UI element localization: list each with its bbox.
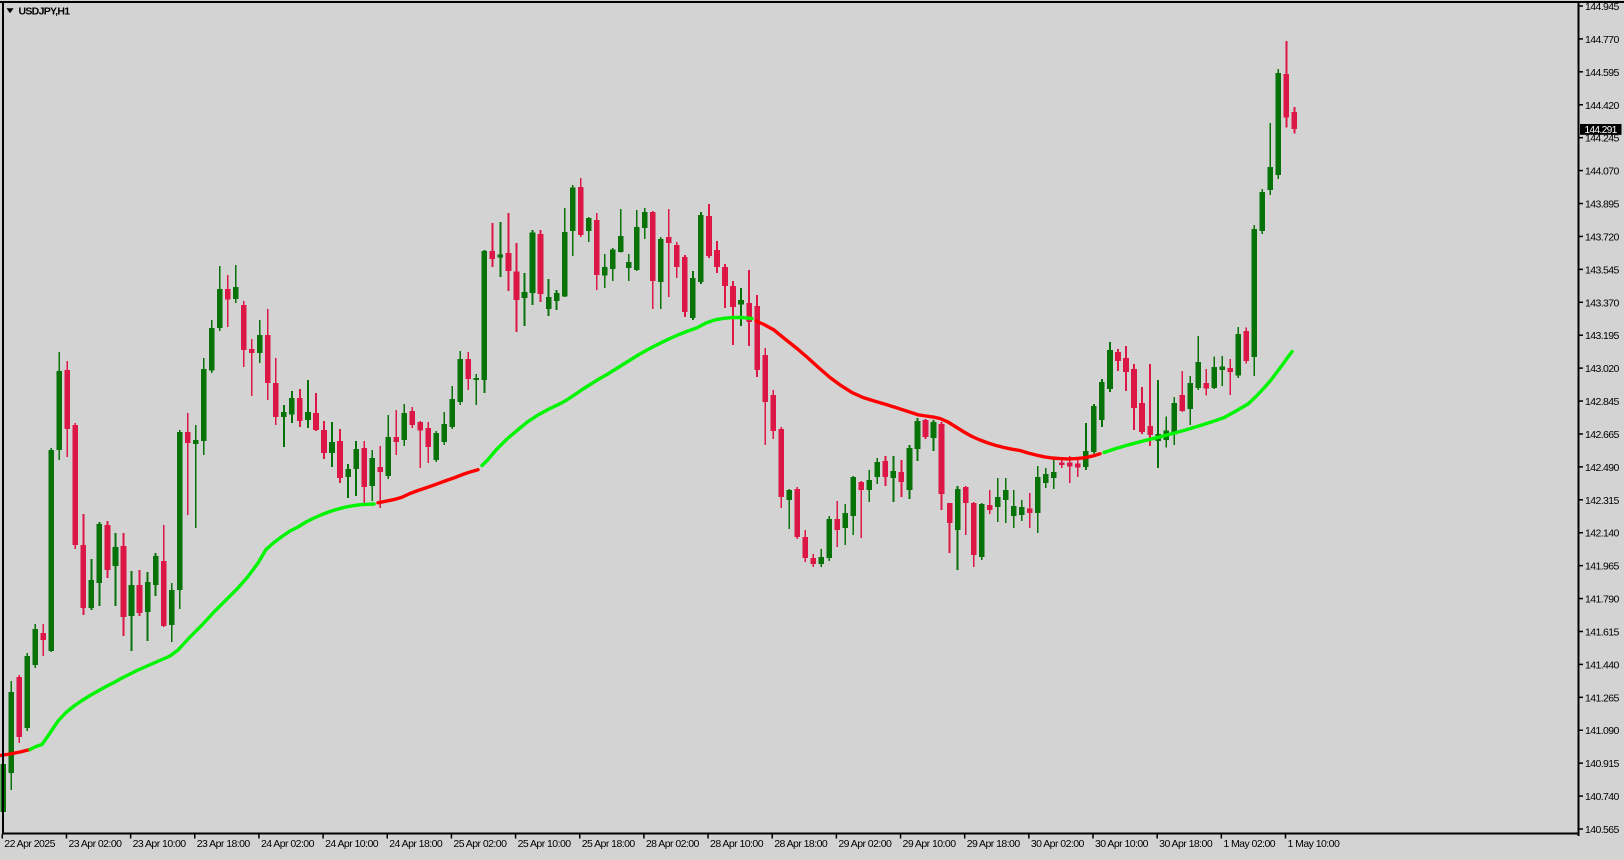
svg-text:144.595: 144.595 — [1585, 67, 1620, 79]
svg-text:143.545: 143.545 — [1585, 264, 1620, 276]
svg-text:143.020: 143.020 — [1585, 363, 1620, 375]
svg-text:144.291: 144.291 — [1585, 125, 1618, 136]
svg-text:29 Apr 10:00: 29 Apr 10:00 — [903, 838, 957, 850]
svg-text:25 Apr 10:00: 25 Apr 10:00 — [518, 838, 572, 850]
svg-text:142.665: 142.665 — [1585, 429, 1620, 441]
svg-text:143.370: 143.370 — [1585, 297, 1620, 309]
svg-text:25 Apr 02:00: 25 Apr 02:00 — [453, 838, 507, 850]
svg-text:140.915: 140.915 — [1585, 758, 1620, 770]
svg-text:144.420: 144.420 — [1585, 100, 1620, 112]
svg-text:24 Apr 10:00: 24 Apr 10:00 — [325, 838, 379, 850]
svg-text:24 Apr 18:00: 24 Apr 18:00 — [389, 838, 443, 850]
svg-text:30 Apr 02:00: 30 Apr 02:00 — [1031, 838, 1085, 850]
svg-text:144.245: 144.245 — [1585, 133, 1620, 145]
svg-text:28 Apr 18:00: 28 Apr 18:00 — [774, 838, 828, 850]
svg-text:141.090: 141.090 — [1585, 725, 1620, 737]
svg-text:141.965: 141.965 — [1585, 561, 1620, 573]
svg-text:141.615: 141.615 — [1585, 626, 1620, 638]
svg-text:23 Apr 18:00: 23 Apr 18:00 — [197, 838, 251, 850]
svg-text:1 May 02:00: 1 May 02:00 — [1223, 838, 1275, 850]
svg-text:28 Apr 02:00: 28 Apr 02:00 — [646, 838, 700, 850]
svg-text:28 Apr 10:00: 28 Apr 10:00 — [710, 838, 764, 850]
svg-text:142.845: 142.845 — [1585, 396, 1620, 408]
svg-text:142.315: 142.315 — [1585, 495, 1620, 507]
svg-text:141.440: 141.440 — [1585, 659, 1620, 671]
svg-text:142.140: 142.140 — [1585, 528, 1620, 540]
svg-text:USDJPY,H1: USDJPY,H1 — [19, 6, 71, 18]
svg-text:143.195: 143.195 — [1585, 330, 1620, 342]
svg-text:29 Apr 18:00: 29 Apr 18:00 — [967, 838, 1021, 850]
svg-text:141.790: 141.790 — [1585, 594, 1620, 606]
svg-text:140.565: 140.565 — [1585, 824, 1620, 836]
svg-text:140.740: 140.740 — [1585, 791, 1620, 803]
svg-text:141.265: 141.265 — [1585, 692, 1620, 704]
svg-text:144.945: 144.945 — [1585, 1, 1620, 13]
svg-text:143.895: 143.895 — [1585, 199, 1620, 211]
svg-text:25 Apr 18:00: 25 Apr 18:00 — [582, 838, 636, 850]
svg-text:30 Apr 10:00: 30 Apr 10:00 — [1095, 838, 1149, 850]
svg-text:1 May 10:00: 1 May 10:00 — [1288, 838, 1340, 850]
svg-text:24 Apr 02:00: 24 Apr 02:00 — [261, 838, 315, 850]
svg-text:23 Apr 02:00: 23 Apr 02:00 — [68, 838, 122, 850]
svg-text:144.070: 144.070 — [1585, 166, 1620, 178]
svg-text:22 Apr 2025: 22 Apr 2025 — [4, 838, 55, 850]
svg-text:30 Apr 18:00: 30 Apr 18:00 — [1159, 838, 1213, 850]
svg-text:29 Apr 02:00: 29 Apr 02:00 — [838, 838, 892, 850]
svg-text:23 Apr 10:00: 23 Apr 10:00 — [133, 838, 187, 850]
svg-text:143.720: 143.720 — [1585, 231, 1620, 243]
svg-text:142.490: 142.490 — [1585, 462, 1620, 474]
svg-text:144.770: 144.770 — [1585, 34, 1620, 46]
